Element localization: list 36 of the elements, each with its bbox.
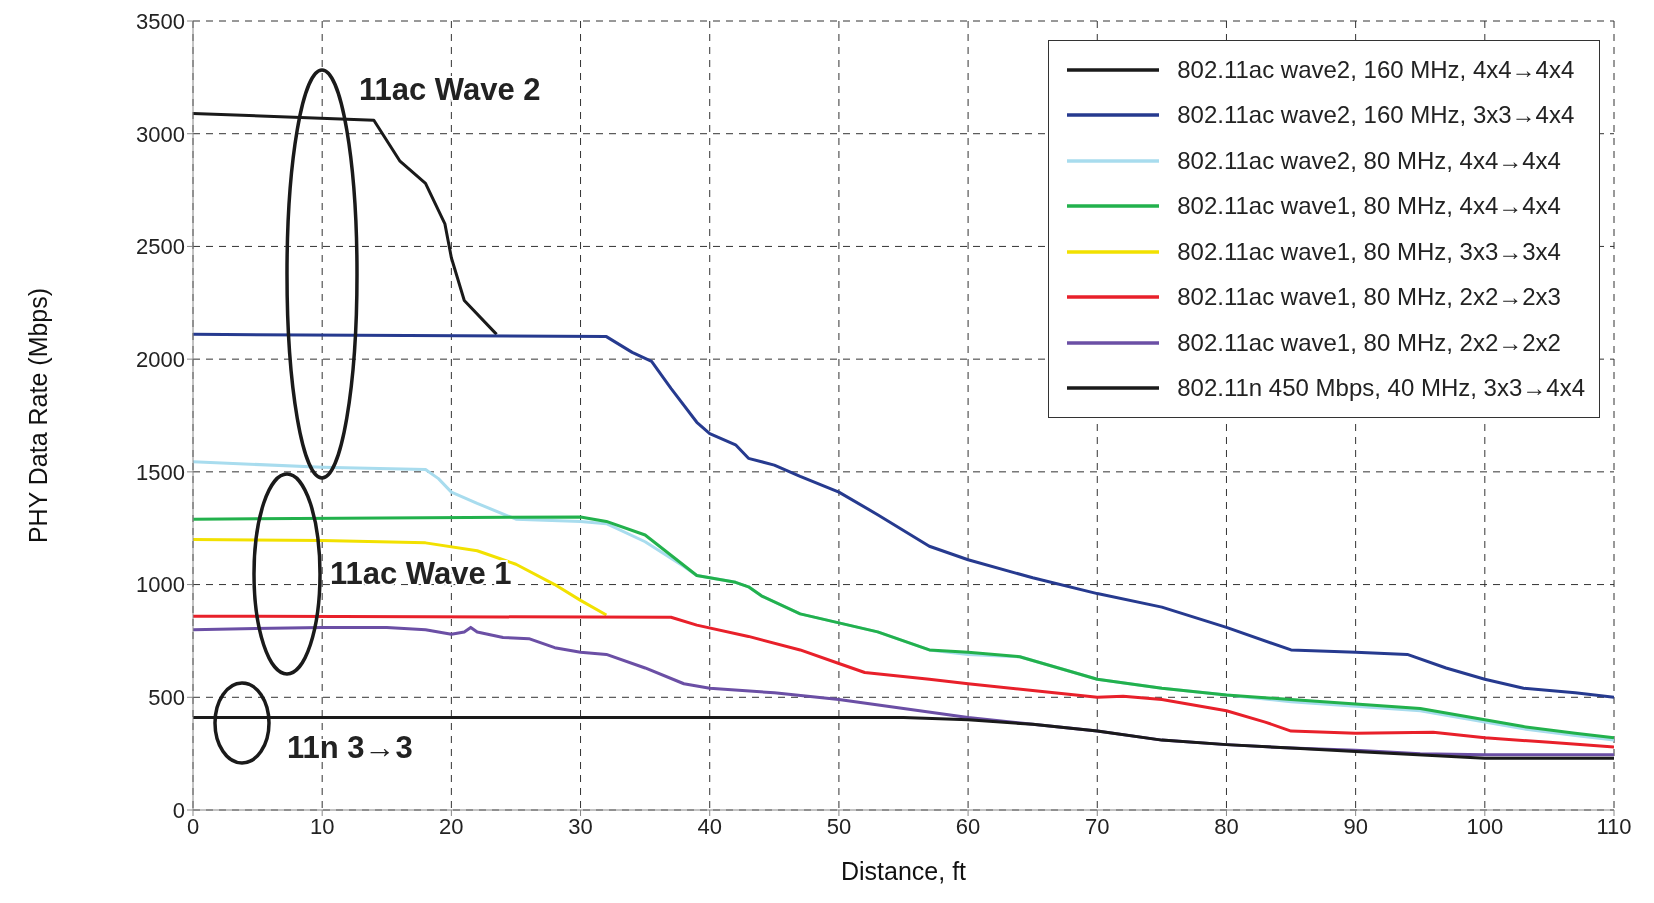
x-tick-label: 40 (697, 813, 722, 839)
x-axis-title: Distance, ft (840, 857, 967, 885)
y-tick-label: 1000 (136, 572, 185, 598)
y-tick-label: 2500 (136, 234, 185, 260)
x-tick-label: 50 (826, 813, 852, 839)
y-tick-label: 2000 (136, 346, 185, 372)
legend-label: 802.11ac wave2, 160 MHz, 3x3→4x4 (1177, 101, 1575, 130)
x-tick-label: 110 (1596, 813, 1632, 839)
legend-label: 802.11ac wave1, 80 MHz, 4x4→4x4 (1177, 192, 1561, 221)
line-series (193, 111, 499, 336)
y-tick-label: 1500 (136, 459, 185, 485)
annotation: 11ac Wave 1 (330, 556, 512, 591)
annotation: 11ac Wave 2 (359, 72, 541, 107)
y-axis-title: PHY Data Rate (Mbps) (23, 287, 52, 544)
legend-label: 802.11ac wave2, 160 MHz, 4x4→4x4 (1177, 55, 1575, 84)
y-tick-label: 3000 (136, 121, 185, 147)
x-tick-label: 80 (1214, 813, 1239, 839)
x-tick-label: 30 (568, 813, 593, 839)
legend-label: 802.11ac wave2, 80 MHz, 4x4→4x4 (1177, 146, 1561, 175)
y-tick-label: 0 (172, 797, 185, 823)
x-tick-label: 100 (1466, 813, 1504, 839)
legend-label: 802.11ac wave1, 80 MHz, 2x2→2x3 (1177, 283, 1561, 312)
legend-label: 802.11ac wave1, 80 MHz, 2x2→2x2 (1177, 328, 1561, 357)
y-tick-label: 500 (148, 685, 185, 711)
x-tick-label: 10 (309, 813, 335, 839)
line-series (193, 537, 608, 617)
x-tick-label: 90 (1343, 813, 1368, 839)
annotation: 11n 3→3 (287, 730, 413, 765)
y-tick-label: 3500 (136, 8, 185, 34)
line-series (193, 332, 1614, 699)
legend-label: 802.11n 450 Mbps, 40 MHz, 3x3→4x4 (1177, 374, 1585, 403)
x-tick-label: 60 (955, 813, 981, 839)
x-tick-label: 70 (1085, 813, 1110, 839)
line-series (193, 716, 1614, 760)
legend-label: 802.11ac wave1, 80 MHz, 3x3→3x4 (1177, 237, 1561, 266)
x-tick-label: 20 (439, 813, 464, 839)
